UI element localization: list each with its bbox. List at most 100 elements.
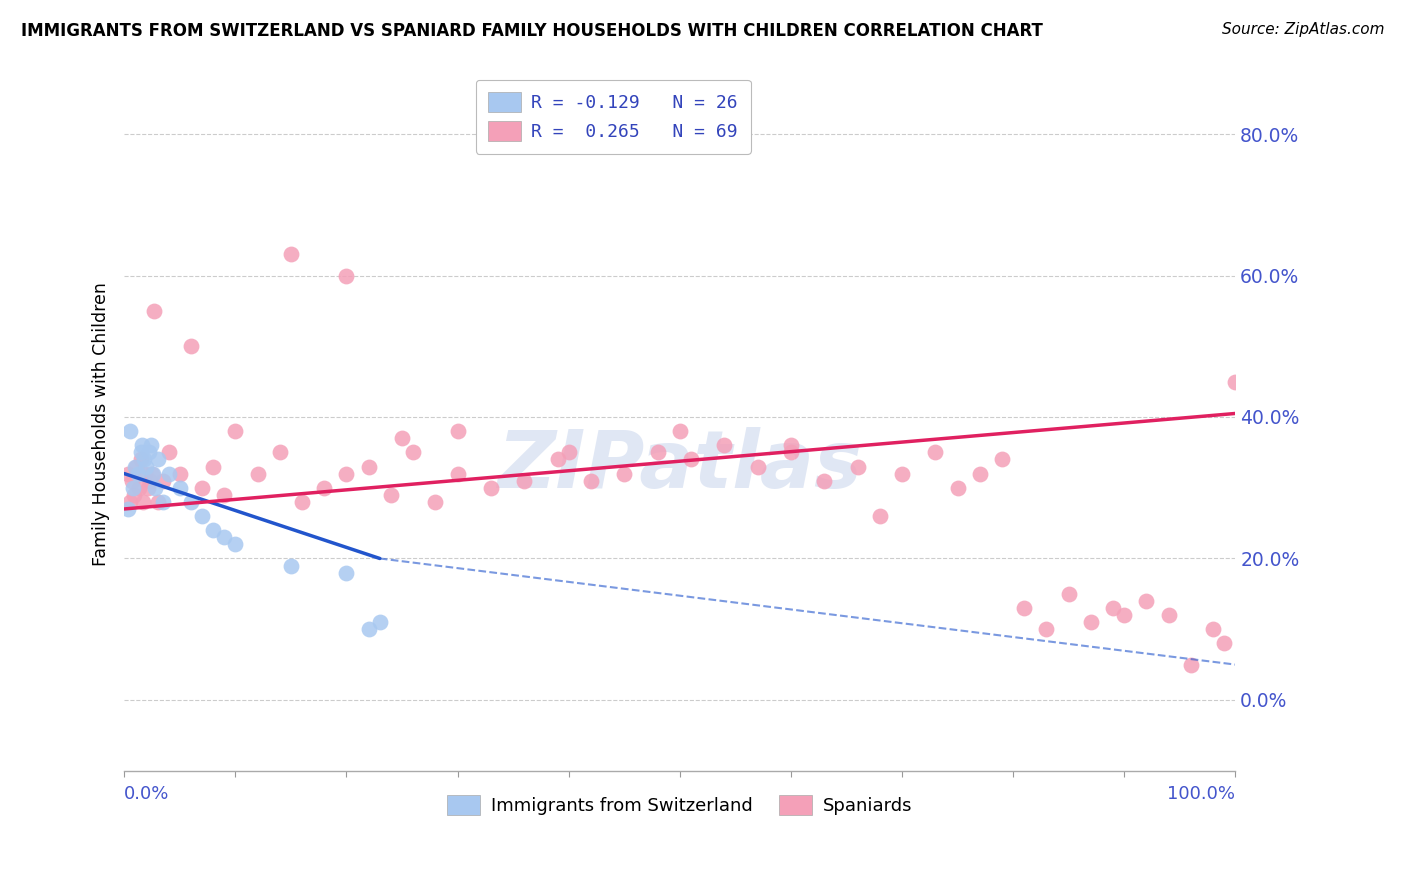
Point (152, 495, 174, 509)
Point (169, 481, 191, 495)
Point (780, 438, 803, 452)
Point (138, 445, 160, 459)
Point (713, 438, 735, 452)
Point (613, 467, 636, 481)
Point (479, 481, 502, 495)
Point (129, 445, 152, 459)
Point (127, 467, 149, 481)
Point (280, 247, 302, 261)
Point (647, 445, 669, 459)
Point (169, 467, 191, 481)
Point (357, 622, 380, 636)
Point (118, 495, 141, 509)
Point (134, 467, 156, 481)
Point (246, 467, 269, 481)
Point (969, 467, 991, 481)
Point (139, 438, 162, 452)
Point (180, 339, 202, 353)
Point (335, 268, 357, 283)
Point (152, 474, 174, 488)
Point (391, 431, 413, 445)
Point (202, 459, 225, 474)
Point (991, 452, 1014, 467)
Point (129, 452, 152, 467)
Point (212, 488, 235, 502)
Point (224, 537, 246, 551)
Point (1057, 587, 1080, 601)
Text: 100.0%: 100.0% (1167, 785, 1236, 803)
Point (668, 424, 690, 438)
Point (579, 474, 602, 488)
Point (157, 467, 180, 481)
Point (1102, 601, 1125, 615)
Point (291, 495, 314, 509)
Point (335, 467, 357, 481)
Point (146, 452, 169, 467)
Point (1157, 608, 1180, 623)
Point (1180, 657, 1202, 672)
Point (118, 424, 141, 438)
Point (380, 488, 402, 502)
Point (780, 445, 803, 459)
Point (446, 467, 468, 481)
Text: IMMIGRANTS FROM SWITZERLAND VS SPANIARD FAMILY HOUSEHOLDS WITH CHILDREN CORRELAT: IMMIGRANTS FROM SWITZERLAND VS SPANIARD … (21, 22, 1043, 40)
Point (191, 481, 214, 495)
Point (357, 459, 380, 474)
Point (1035, 622, 1057, 636)
Point (513, 474, 536, 488)
Point (1135, 594, 1157, 608)
Point (425, 495, 447, 509)
Point (368, 615, 391, 629)
Point (269, 445, 291, 459)
Point (446, 424, 468, 438)
Point (143, 304, 166, 318)
Point (813, 474, 835, 488)
Point (180, 495, 202, 509)
Point (846, 459, 869, 474)
Point (924, 445, 946, 459)
Y-axis label: Family Households with Children: Family Households with Children (93, 282, 110, 566)
Point (125, 459, 148, 474)
Point (132, 495, 155, 509)
Point (142, 467, 165, 481)
Point (128, 481, 150, 495)
Point (157, 445, 180, 459)
Text: ZIPatlas: ZIPatlas (498, 426, 862, 505)
Legend: Immigrants from Switzerland, Spaniards: Immigrants from Switzerland, Spaniards (439, 786, 921, 824)
Point (946, 481, 969, 495)
Point (124, 459, 146, 474)
Point (1225, 375, 1247, 389)
Point (547, 452, 569, 467)
Point (1012, 601, 1035, 615)
Point (134, 452, 156, 467)
Point (1202, 622, 1225, 636)
Point (122, 481, 145, 495)
Point (557, 445, 579, 459)
Point (136, 481, 159, 495)
Point (135, 459, 157, 474)
Point (891, 467, 914, 481)
Point (224, 424, 246, 438)
Point (314, 481, 336, 495)
Point (869, 509, 891, 524)
Point (212, 530, 235, 544)
Point (335, 566, 357, 580)
Point (679, 452, 702, 467)
Point (141, 467, 163, 481)
Point (131, 438, 153, 452)
Point (1213, 636, 1236, 650)
Point (202, 523, 225, 537)
Point (146, 495, 169, 509)
Point (747, 459, 769, 474)
Point (191, 509, 214, 524)
Text: 0.0%: 0.0% (124, 785, 170, 803)
Text: Source: ZipAtlas.com: Source: ZipAtlas.com (1222, 22, 1385, 37)
Point (1114, 608, 1136, 623)
Point (117, 467, 139, 481)
Point (402, 445, 425, 459)
Point (121, 474, 143, 488)
Point (143, 481, 166, 495)
Point (139, 474, 162, 488)
Point (122, 488, 145, 502)
Point (280, 558, 302, 573)
